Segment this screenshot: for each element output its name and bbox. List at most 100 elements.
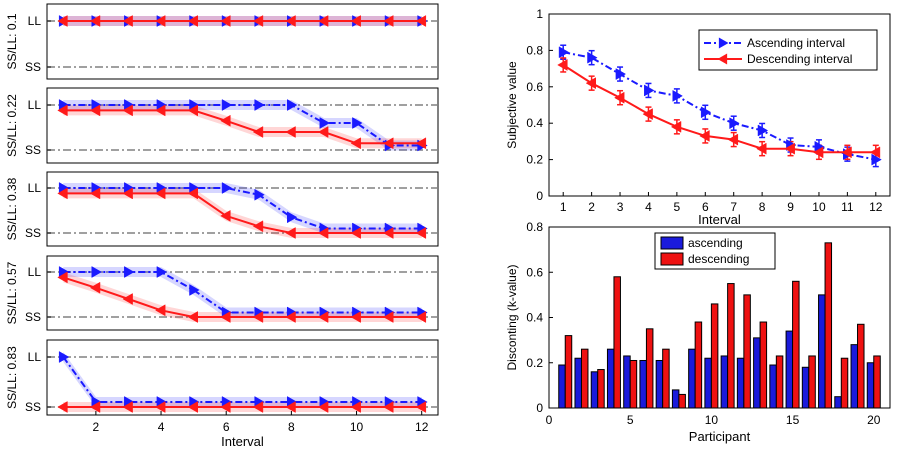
xtick-label-12: 12 (415, 420, 429, 434)
descending-bar-1 (564, 335, 573, 409)
xtick-label: 5 (627, 413, 634, 427)
descending-marker-1 (57, 401, 68, 413)
ascending-marker-6 (700, 106, 712, 119)
descending-marker-10 (350, 227, 361, 239)
descending-marker-7 (252, 311, 264, 323)
ascending-marker-3 (124, 266, 135, 278)
legend-ascending-label: ascending (688, 236, 743, 250)
legend-ascending-label: Ascending interval (747, 36, 845, 50)
legend-descending-label: descending (688, 252, 749, 266)
xtick-label: 6 (702, 200, 709, 214)
ytick-label: 0.6 (526, 265, 543, 279)
descending-marker-1 (57, 271, 68, 284)
ytick-label: 0.8 (526, 43, 543, 57)
descending-marker-9 (317, 311, 329, 323)
descending-bar-9 (694, 321, 703, 409)
descending-marker-3 (122, 15, 133, 27)
descending-marker-11 (383, 311, 394, 323)
xtick-label: 1 (560, 200, 567, 214)
xtick-label: 7 (730, 200, 737, 214)
ytick-label: 0.4 (526, 116, 543, 130)
descending-marker-7 (252, 220, 264, 233)
descending-marker-3 (122, 104, 133, 117)
ytick-label: 1 (536, 7, 543, 21)
ascending-marker-6 (221, 182, 233, 194)
descending-marker-9 (317, 15, 329, 27)
ascending-marker-8 (757, 124, 769, 137)
ascending-bar-3 (590, 371, 599, 409)
discounting-panel: 0 0.2 0.4 0.6 0.8 0 5 10 15 20 Disconting (k-value… (505, 220, 891, 444)
descending-marker-8 (285, 311, 296, 323)
ascending-bar-17 (818, 294, 826, 409)
xtick-label: 9 (787, 200, 794, 214)
choice-panel-5: LL SS SS/LL: 0.83 2 4 6 8 10 12 Interval (5, 339, 439, 449)
ascending-bar-10 (704, 357, 712, 409)
descending-marker-9 (317, 401, 329, 413)
ascending-bar-18 (834, 396, 842, 409)
ascending-marker-2 (91, 266, 102, 278)
descending-marker-1 (57, 15, 68, 27)
ytick-label-ss: SS (25, 226, 41, 240)
ascending-bar-20 (866, 362, 875, 409)
descending-marker-4 (155, 15, 166, 27)
descending-marker-8 (285, 401, 296, 413)
ascending-marker-7 (254, 99, 265, 111)
ascending-bar-4 (606, 348, 615, 409)
ytick-label-ss: SS (25, 60, 41, 74)
descending-marker-10 (350, 401, 361, 413)
descending-bar-17 (824, 242, 833, 409)
descending-bar-16 (808, 355, 816, 409)
descending-marker-12 (415, 15, 427, 27)
descending-marker-6 (220, 15, 231, 27)
ytick-label-ll: LL (28, 265, 42, 279)
panel-ylabel: SS/LL: 0.57 (5, 261, 19, 324)
descending-marker-12 (415, 311, 427, 323)
x-axis-label: Participant (689, 429, 751, 444)
descending-marker-3 (614, 91, 625, 104)
descending-marker-6 (220, 311, 231, 323)
xtick-label-10: 10 (350, 420, 364, 434)
ascending-bar-8 (671, 389, 680, 409)
x-axis-label: Interval (698, 212, 741, 227)
descending-bar-4 (613, 276, 621, 409)
xtick-label-2: 2 (93, 420, 100, 434)
descending-marker-6 (699, 130, 710, 142)
subjective-value-panel: 00.20.40.60.811 2 3 4 5 6 7 8 9 10 11 12Subjective … (505, 7, 891, 227)
descending-bar-10 (710, 303, 719, 409)
descending-bar-5 (629, 359, 638, 409)
ascending-marker-7 (729, 117, 740, 130)
ytick-label-ll: LL (28, 181, 42, 195)
descending-marker-9 (317, 126, 329, 138)
descending-marker-6 (220, 401, 231, 413)
descending-marker-4 (155, 304, 166, 317)
descending-marker-11 (383, 15, 394, 27)
ytick-label-ll: LL (28, 14, 42, 28)
ascending-marker-4 (156, 266, 168, 278)
descending-bar-8 (678, 393, 686, 409)
descending-marker-1 (557, 59, 568, 71)
ascending-bar-13 (753, 337, 761, 409)
choice-panel-4: LL SS SS/LL: 0.57 (5, 255, 439, 331)
descending-marker-10 (350, 137, 361, 150)
descending-bar-11 (727, 283, 735, 409)
legend: ascending descending (654, 232, 776, 270)
descending-marker-2 (89, 187, 101, 200)
descending-marker-8 (285, 126, 296, 138)
descending-error-band (63, 272, 422, 322)
xtick-label: 10 (705, 413, 719, 427)
legend-descending-marker (717, 53, 728, 65)
xtick-label: 4 (645, 200, 652, 214)
descending-marker-7 (252, 401, 264, 413)
y-axis-label: Subjective value (505, 61, 519, 149)
x-axis-label: Interval (221, 434, 264, 449)
ascending-marker-7 (254, 188, 265, 201)
ascending-bar-11 (720, 355, 729, 409)
xtick-label: 15 (786, 413, 800, 427)
xtick-label: 11 (841, 200, 854, 214)
xtick-label-4: 4 (158, 420, 165, 434)
ascending-line (63, 104, 422, 147)
descending-marker-10 (350, 311, 361, 323)
ascending-bar-9 (688, 348, 696, 409)
choice-panel-1: LL SS SS/LL: 0.1 (5, 3, 439, 80)
ascending-marker-12 (871, 153, 882, 166)
